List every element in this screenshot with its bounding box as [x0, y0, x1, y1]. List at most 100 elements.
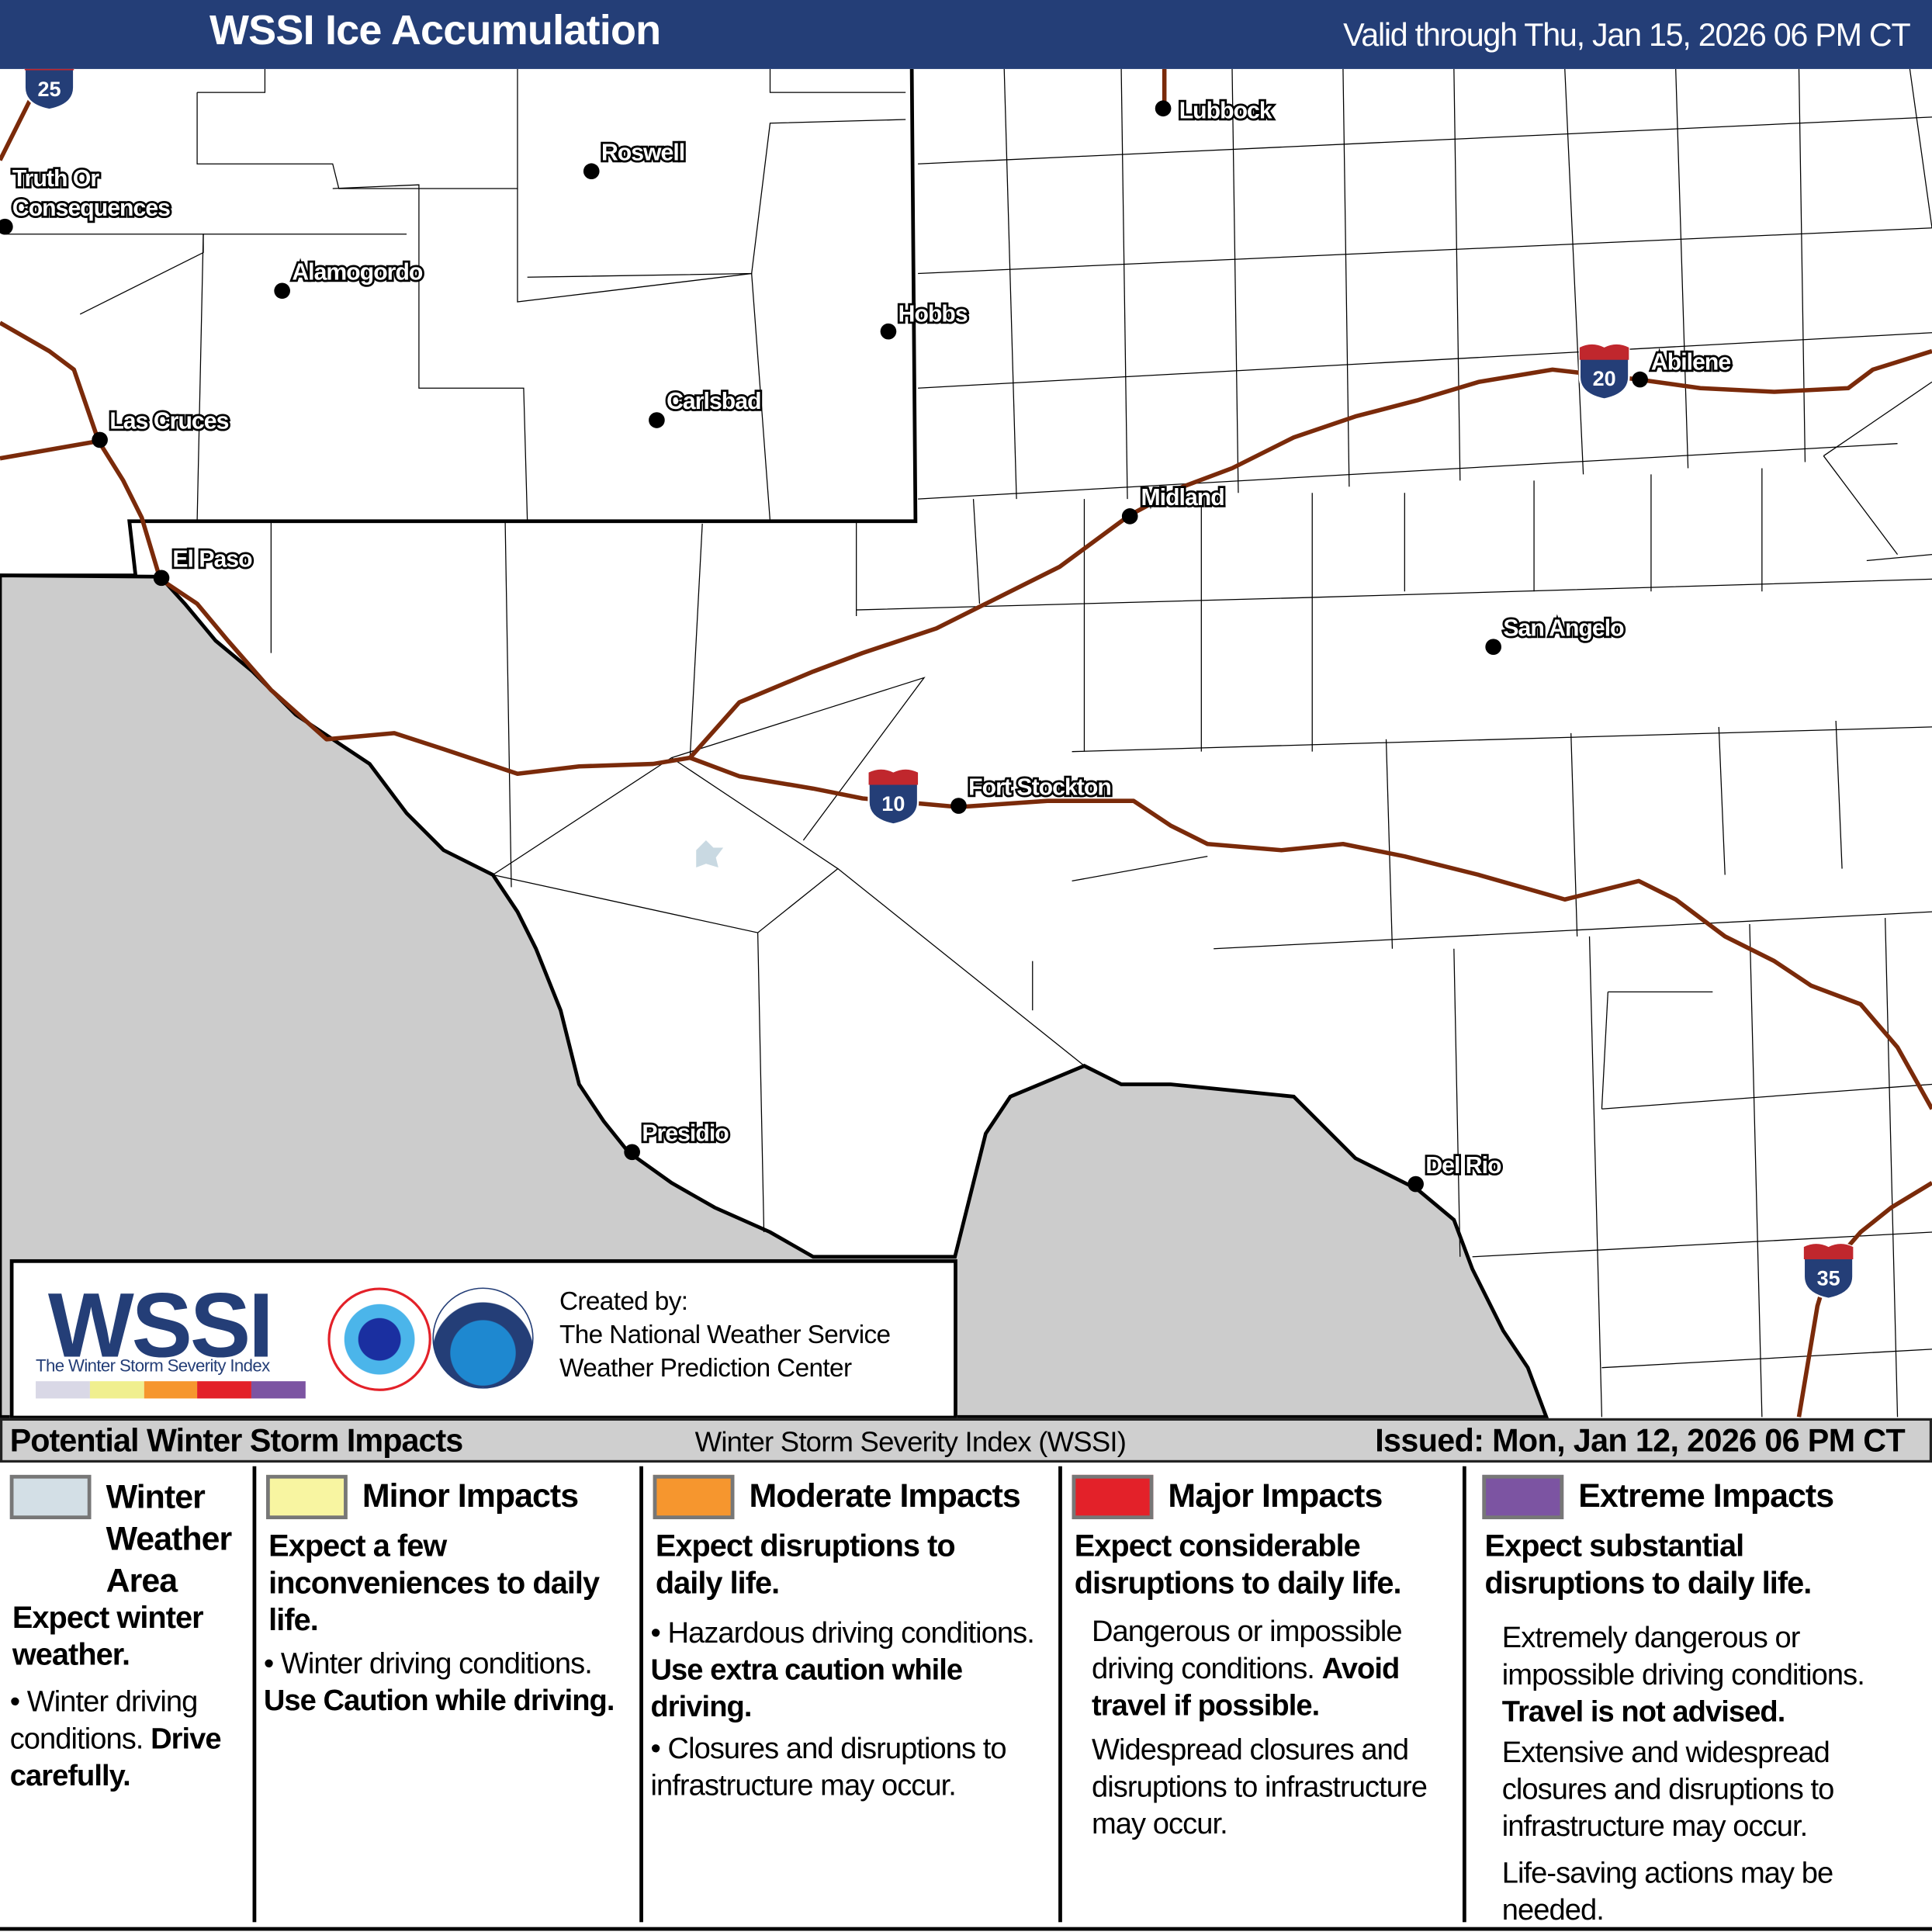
city-label: Hobbs [898, 301, 968, 327]
detail-moderate-1: • Hazardous driving conditions. Use extr… [650, 1616, 1034, 1724]
city-las-cruces: Las Cruces [92, 407, 231, 448]
city-lubbock: Lubbock [1155, 96, 1276, 126]
city-label: Roswell [601, 140, 684, 165]
detail-bold: Use Caution while driving. [263, 1684, 615, 1718]
county-line [332, 184, 528, 521]
city-dot [1407, 1175, 1424, 1193]
state-border-nm-tx [0, 68, 918, 577]
detail-major-1: Dangerous or impossible driving conditio… [1092, 1614, 1461, 1725]
county-line [1675, 68, 1689, 469]
wssi-logo: WSSI [47, 1274, 274, 1376]
created-by-label: Created by: [559, 1287, 688, 1316]
wssi-logo-subtitle: The Winter Storm Severity Index [36, 1355, 270, 1376]
city-san-angelo: San Angelo [1485, 614, 1627, 656]
org-nws: The National Weather Service [559, 1321, 891, 1349]
city-dot [1155, 100, 1172, 117]
detail-text: Extremely dangerous or impossible drivin… [1501, 1621, 1865, 1692]
interstate-line [0, 320, 101, 442]
county-line [527, 272, 771, 521]
city-label: San Angelo [1503, 615, 1624, 641]
county-line [689, 523, 703, 758]
nws-logo-icon [327, 1287, 431, 1391]
city-dot [153, 570, 170, 587]
city-truth-or: Truth Or [10, 164, 102, 194]
header-bar: WSSI Ice Accumulation Valid through Thu,… [0, 0, 1932, 69]
swatch-moderate [653, 1474, 735, 1520]
org-wpc: Weather Prediction Center [559, 1354, 852, 1383]
county-line [1601, 992, 1608, 1110]
city-label: Las Cruces [109, 409, 228, 435]
divider [1058, 1466, 1062, 1923]
county-line [918, 443, 1898, 500]
city-label: Alamogordo [292, 259, 423, 285]
county-line [5, 234, 204, 315]
county-line [196, 68, 518, 189]
county-line [1231, 68, 1239, 493]
city-roswell: Roswell [583, 138, 687, 180]
county-line [972, 499, 981, 604]
city-consequences: Consequences [0, 193, 173, 235]
detail-text: Winter driving conditions. [280, 1647, 593, 1681]
city-dot [1485, 639, 1501, 656]
county-line [197, 68, 266, 93]
city-label: Midland [1141, 485, 1224, 511]
detail-text: Extensive and widespread closures and di… [1501, 1736, 1835, 1844]
city-del-rio: Del Rio [1407, 1151, 1504, 1193]
label-minor: Minor Impacts [362, 1477, 579, 1515]
summary-winter-weather: Expect winter weather. [12, 1600, 204, 1672]
city-el-paso: El Paso [153, 545, 255, 587]
county-line [1385, 739, 1394, 949]
county-line [769, 68, 906, 93]
mexico-area [0, 573, 1549, 1419]
county-line [856, 578, 1932, 611]
city-alamogordo: Alamogordo [274, 258, 426, 299]
detail-major-2: Widespread closures and disruptions to i… [1092, 1733, 1461, 1844]
detail-winter-weather: • Winter driving conditions. Drive caref… [9, 1685, 222, 1793]
summary-moderate: Expect disruptions to daily life. [655, 1529, 956, 1601]
detail-text: Widespread closures and disruptions to i… [1091, 1733, 1428, 1841]
detail-text: Winter driving conditions. [9, 1685, 199, 1756]
county-line [1072, 726, 1932, 753]
county-line [1601, 1083, 1932, 1110]
city-label: Fort Stockton [968, 774, 1111, 800]
county-line [1214, 911, 1932, 950]
county-line [1003, 68, 1017, 500]
county-line [1823, 381, 1932, 457]
city-label: Presidio [642, 1120, 729, 1146]
divider [1462, 1466, 1466, 1923]
city-dot [583, 163, 600, 180]
noaa-logo-icon [432, 1287, 534, 1389]
detail-extreme-1: Extremely dangerous or impossible drivin… [1502, 1620, 1927, 1731]
city-label: Del Rio [1425, 1153, 1501, 1179]
county-line [1564, 68, 1584, 475]
city-dot [880, 323, 897, 340]
detail-bold: Travel is not advised. [1501, 1695, 1786, 1729]
issued-time: Issued: Mon, Jan 12, 2026 06 PM CT [1375, 1421, 1906, 1459]
interstate-number: 35 [1817, 1266, 1840, 1290]
county-line [1885, 918, 1899, 1418]
county-line [1749, 923, 1763, 1418]
city-dot [649, 412, 665, 428]
interstate-35-shield-icon: 35 [1802, 1242, 1854, 1300]
interstate-number: 25 [38, 78, 61, 101]
city-dot [274, 282, 290, 299]
detail-bold: Drive carefully. [9, 1723, 222, 1793]
city-label: Abilene [1651, 349, 1730, 375]
city-label: Truth Or [12, 166, 100, 192]
county-line [671, 677, 926, 841]
summary-extreme: Expect substantial disruptions to daily … [1484, 1529, 1813, 1601]
color-bar-segment [144, 1381, 198, 1399]
divider [639, 1466, 643, 1923]
map-title: WSSI Ice Accumulation [209, 7, 661, 54]
county-line [918, 116, 1932, 164]
city-dot [92, 431, 108, 448]
detail-bold: Avoid travel if possible. [1091, 1652, 1400, 1723]
county-line [1453, 68, 1461, 481]
color-bar-segment [197, 1381, 252, 1399]
color-bar-segment [36, 1381, 90, 1399]
valid-time: Valid through Thu, Jan 15, 2026 06 PM CT [1343, 16, 1911, 54]
city-dot [950, 798, 967, 814]
map: 10 20 35 25 Lubbock Roswell Truth Or Consequen… [0, 68, 1932, 1420]
city-label: Consequences [12, 196, 170, 221]
